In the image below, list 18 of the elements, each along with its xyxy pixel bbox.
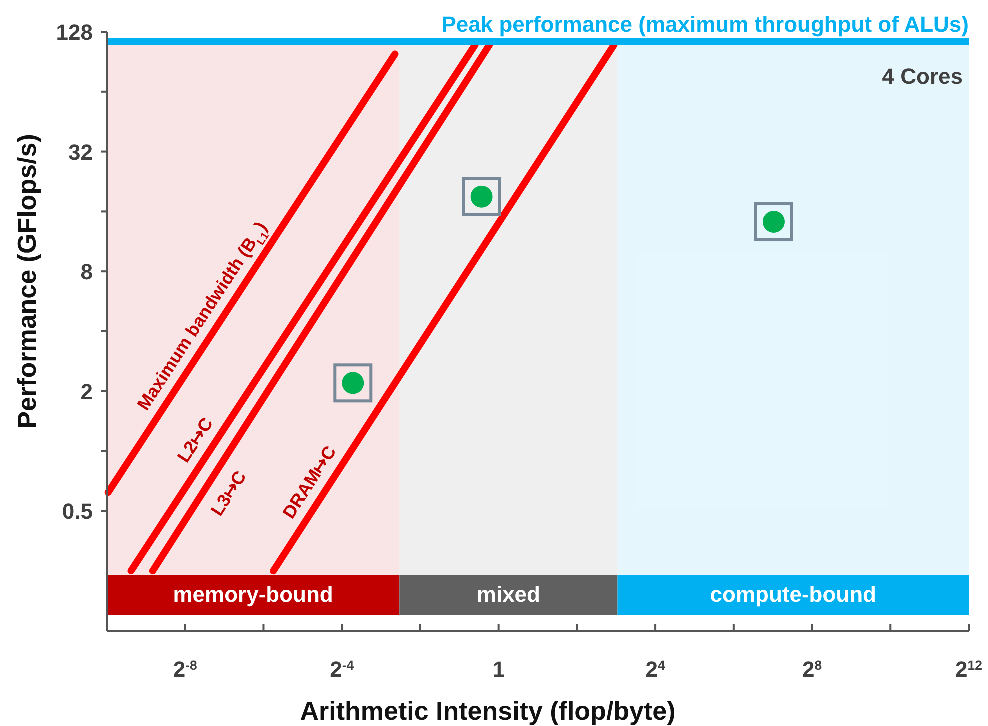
x-tick-label: 2$^{-4}$ (330, 657, 355, 682)
x-tick-label: 1 (492, 657, 505, 682)
y-tick-label: 128 (56, 20, 93, 45)
y-tick-label: 2 (80, 379, 93, 404)
x-tick-label: 2$^{-8}$ (173, 657, 198, 682)
band-label: mixed (476, 582, 540, 607)
y-tick-label: 8 (80, 260, 93, 285)
y-axis-title: Performance (GFlops/s) (12, 134, 42, 429)
y-tick-label: 0.5 (62, 499, 93, 524)
annotation: 4 Cores (882, 64, 963, 89)
x-tick-label: 2$^{8}$ (802, 657, 822, 682)
band-label: compute-bound (710, 582, 876, 607)
x-tick-label: 2$^{4}$ (646, 657, 666, 682)
y-tick-label: 32 (68, 140, 93, 165)
x-axis-title: Arithmetic Intensity (flop/byte) (300, 696, 676, 726)
x-tick-label: 2$^{12}$ (956, 657, 982, 682)
band-label: memory-bound (173, 582, 334, 607)
ref-line-label: Peak performance (maximum throughput of ALUs) (442, 12, 969, 38)
